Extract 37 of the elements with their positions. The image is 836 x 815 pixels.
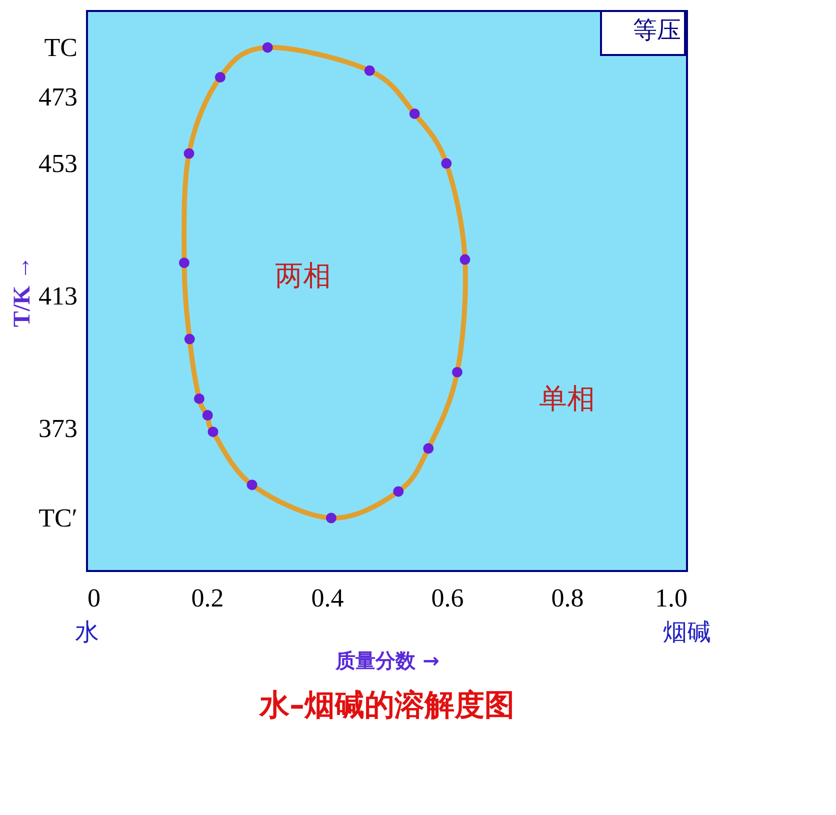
point — [393, 486, 404, 497]
y-tick-label: 473 — [38, 82, 78, 112]
point — [214, 72, 226, 83]
y-axis-title: T/K → — [10, 256, 36, 328]
point — [441, 158, 452, 169]
text: 烟碱 — [663, 618, 711, 646]
y-tick-label: 373 — [38, 414, 78, 444]
annotation: 单相 — [539, 382, 595, 416]
x-tick-label: 0 — [88, 584, 100, 612]
y-tick-label: 413 — [38, 281, 78, 310]
point — [262, 42, 273, 53]
point — [326, 512, 336, 524]
x-axis-title: 质量分数 → — [334, 648, 440, 672]
point — [208, 426, 218, 438]
x-tick-label: 0.6 — [431, 584, 464, 612]
point — [202, 410, 213, 420]
annotation: 两相 — [275, 259, 331, 292]
text: 水 — [75, 618, 99, 646]
point — [178, 258, 190, 268]
x-tick-label: 0.4 — [311, 584, 344, 612]
x-tick-label: 0.8 — [551, 584, 584, 612]
point — [409, 108, 420, 119]
x-tick-label: 1.0 — [655, 584, 688, 612]
text: 水–烟碱的溶解度图 — [258, 688, 514, 723]
y-tick-label: TC′ — [38, 503, 78, 532]
y-tick-label: 453 — [38, 148, 78, 178]
point — [246, 480, 258, 490]
point — [184, 334, 195, 344]
point — [423, 443, 434, 454]
x-tick-label: 0.2 — [191, 584, 224, 612]
point — [460, 254, 470, 265]
point — [184, 148, 194, 159]
point — [364, 65, 375, 76]
annotation: 等压 — [633, 16, 681, 44]
point — [452, 366, 462, 378]
y-tick-label: TC — [44, 32, 78, 62]
point — [194, 393, 204, 404]
